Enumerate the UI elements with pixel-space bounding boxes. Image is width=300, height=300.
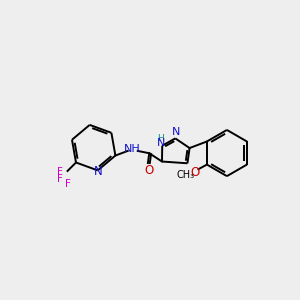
Text: F: F — [57, 174, 63, 184]
Text: F: F — [57, 167, 63, 177]
Text: N: N — [172, 127, 180, 137]
Text: CH₃: CH₃ — [176, 170, 194, 180]
Text: F: F — [65, 179, 71, 189]
Text: O: O — [191, 166, 200, 179]
Text: N: N — [157, 138, 165, 148]
Text: O: O — [144, 164, 153, 177]
Text: H: H — [157, 134, 164, 143]
Text: N: N — [94, 165, 103, 178]
Text: NH: NH — [124, 144, 141, 154]
